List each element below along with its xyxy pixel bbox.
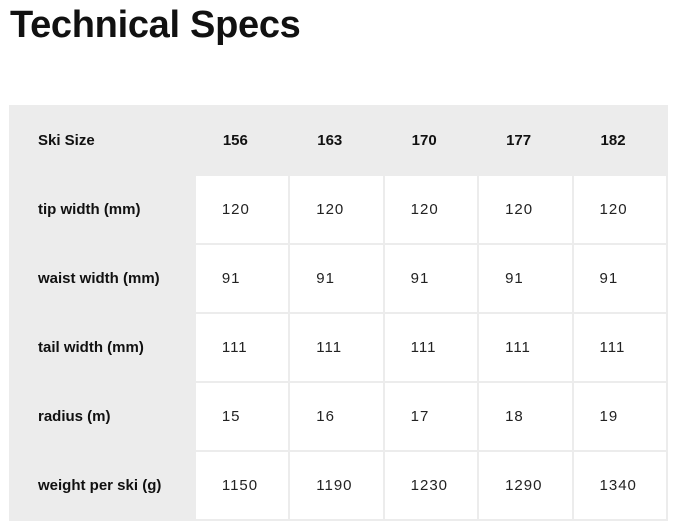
table-cell: 120 — [479, 176, 572, 243]
table-row: weight per ski (g) 1150 1190 1230 1290 1340 — [11, 452, 666, 519]
header-size: 177 — [479, 107, 572, 174]
table-cell: 1230 — [384, 452, 478, 519]
table-row: tip width (mm) 120 120 120 120 120 — [11, 176, 666, 243]
table-cell: 19 — [573, 383, 666, 450]
specs-table: Ski Size 156 163 170 177 182 tip width (mm) 12… — [9, 105, 668, 521]
table-row: waist width (mm) 91 91 91 91 91 — [11, 245, 666, 312]
header-size: 163 — [290, 107, 383, 174]
table-row: tail width (mm) 111 111 111 111 111 — [11, 314, 666, 381]
row-label: tip width (mm) — [11, 176, 194, 243]
row-label: radius (m) — [11, 383, 194, 450]
table-cell: 18 — [479, 383, 572, 450]
table-row: radius (m) 15 16 17 18 19 — [11, 383, 666, 450]
table-cell: 111 — [290, 314, 383, 381]
table-cell: 120 — [290, 176, 383, 243]
header-size: 170 — [384, 107, 478, 174]
header-row: Ski Size 156 163 170 177 182 — [11, 107, 666, 174]
table-cell: 15 — [195, 383, 289, 450]
table-cell: 1150 — [195, 452, 289, 519]
table-cell: 1190 — [290, 452, 383, 519]
table-cell: 91 — [573, 245, 666, 312]
header-size: 156 — [195, 107, 289, 174]
table-cell: 91 — [479, 245, 572, 312]
row-label: tail width (mm) — [11, 314, 194, 381]
page-title: Technical Specs — [10, 4, 301, 46]
row-label: weight per ski (g) — [11, 452, 194, 519]
row-label: waist width (mm) — [11, 245, 194, 312]
header-size: 182 — [573, 107, 666, 174]
table-cell: 17 — [384, 383, 478, 450]
table-cell: 1290 — [479, 452, 572, 519]
table-cell: 120 — [384, 176, 478, 243]
header-label: Ski Size — [11, 107, 194, 174]
table-cell: 111 — [384, 314, 478, 381]
table-cell: 120 — [573, 176, 666, 243]
table-cell: 1340 — [573, 452, 666, 519]
table-cell: 111 — [195, 314, 289, 381]
table-cell: 111 — [479, 314, 572, 381]
table-cell: 120 — [195, 176, 289, 243]
table-cell: 111 — [573, 314, 666, 381]
table-cell: 91 — [290, 245, 383, 312]
table-cell: 91 — [384, 245, 478, 312]
table-cell: 91 — [195, 245, 289, 312]
table-cell: 16 — [290, 383, 383, 450]
